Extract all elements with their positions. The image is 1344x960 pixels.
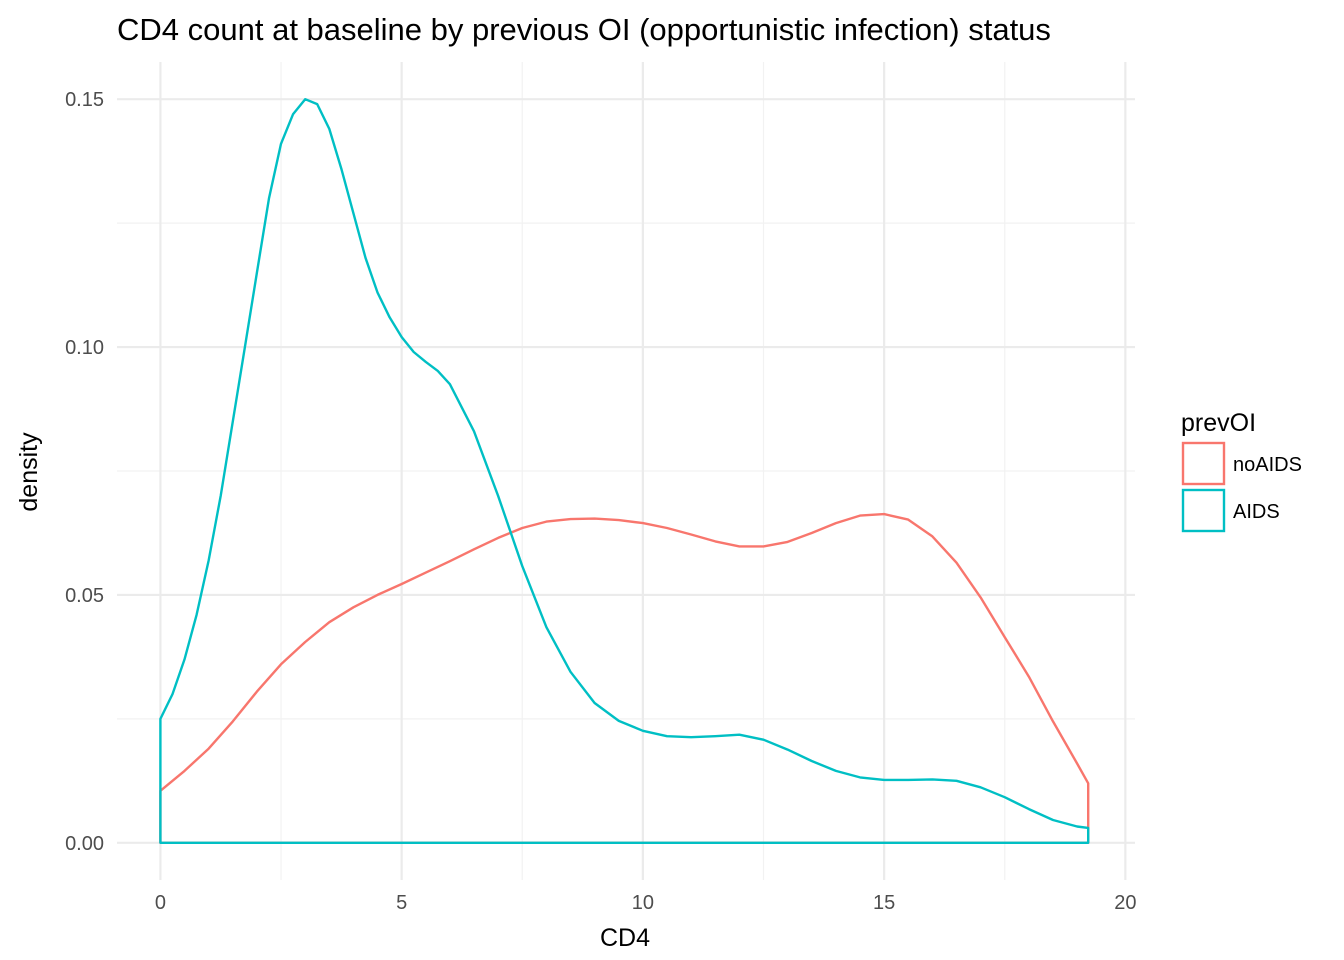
y-tick-label: 0.10 bbox=[65, 337, 104, 359]
legend-label-aids: AIDS bbox=[1233, 501, 1280, 523]
legend: prevOI noAIDS AIDS bbox=[1181, 409, 1302, 533]
y-axis-tick-labels: 0.00 0.05 0.10 0.15 bbox=[65, 89, 104, 855]
density-curve-noaids bbox=[159, 512, 1090, 844]
chart-title: CD4 count at baseline by previous OI (op… bbox=[117, 12, 1051, 47]
x-tick-label: 0 bbox=[155, 892, 166, 914]
x-tick-label: 15 bbox=[873, 892, 895, 914]
x-axis-tick-labels: 0 5 10 15 20 bbox=[155, 892, 1137, 914]
x-axis-title: CD4 bbox=[600, 924, 650, 952]
legend-key-aids bbox=[1181, 488, 1226, 533]
x-tick-label: 10 bbox=[632, 892, 654, 914]
legend-key-noaids bbox=[1181, 441, 1226, 486]
legend-items: noAIDS AIDS bbox=[1181, 441, 1302, 533]
legend-label-noaids: noAIDS bbox=[1233, 454, 1302, 476]
density-series bbox=[159, 98, 1090, 844]
y-axis-title: density bbox=[15, 432, 43, 512]
minor-gridlines bbox=[117, 62, 1135, 880]
x-tick-label: 20 bbox=[1114, 892, 1136, 914]
legend-title: prevOI bbox=[1181, 409, 1256, 437]
density-curve-aids bbox=[159, 98, 1090, 844]
x-tick-label: 5 bbox=[396, 892, 407, 914]
y-tick-label: 0.00 bbox=[65, 833, 104, 855]
y-tick-label: 0.05 bbox=[65, 585, 104, 607]
y-tick-label: 0.15 bbox=[65, 89, 104, 111]
